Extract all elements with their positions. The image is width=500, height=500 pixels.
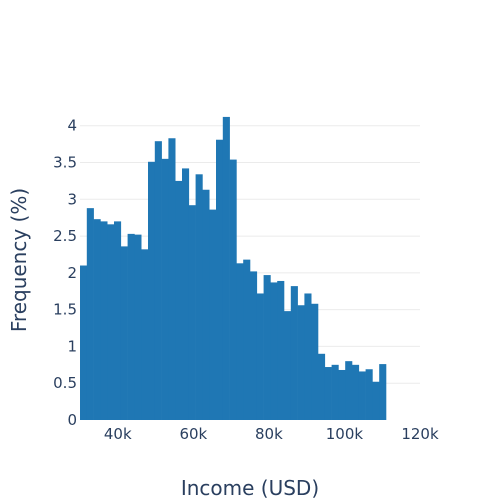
histogram-bar[interactable] (284, 311, 292, 420)
y-tick-label: 2 (67, 264, 77, 282)
histogram-bar[interactable] (379, 364, 387, 420)
histogram-bar[interactable] (209, 209, 217, 420)
x-tick-label: 100k (326, 425, 364, 443)
histogram-bar[interactable] (175, 180, 183, 420)
histogram-bar[interactable] (297, 305, 305, 420)
histogram-bar[interactable] (161, 158, 169, 420)
histogram-bar[interactable] (222, 116, 230, 420)
y-tick-label: 1.5 (53, 301, 77, 319)
histogram-bar[interactable] (311, 303, 319, 420)
x-axis-ticks: 40k 60k 80k 100k 120k (104, 425, 439, 443)
histogram-bar[interactable] (263, 275, 271, 420)
histogram-bar[interactable] (107, 224, 115, 420)
histogram-bar[interactable] (93, 219, 101, 420)
y-tick-label: 4 (67, 117, 77, 135)
histogram-bar[interactable] (148, 161, 156, 421)
histogram-bar[interactable] (352, 364, 360, 420)
histogram-bar[interactable] (80, 265, 88, 420)
histogram-bar[interactable] (134, 234, 142, 420)
histogram-bar[interactable] (114, 221, 122, 420)
histogram-bar[interactable] (365, 369, 373, 420)
histogram-bar[interactable] (372, 381, 380, 420)
histogram-bar[interactable] (331, 364, 339, 420)
histogram-bar[interactable] (195, 174, 203, 420)
histogram-bar[interactable] (168, 138, 176, 420)
x-tick-label: 40k (104, 425, 132, 443)
histogram-bar[interactable] (243, 259, 251, 420)
histogram-bar[interactable] (324, 367, 332, 420)
histogram-bar[interactable] (277, 280, 285, 420)
x-tick-label: 80k (255, 425, 283, 443)
x-tick-label: 120k (401, 425, 439, 443)
y-tick-label: 3 (67, 190, 77, 208)
histogram-bar[interactable] (120, 246, 128, 420)
histogram-bar[interactable] (290, 286, 298, 420)
x-axis-title: Income (USD) (181, 476, 319, 500)
histogram-bar[interactable] (338, 369, 346, 420)
y-tick-label: 3.5 (53, 154, 77, 172)
y-tick-label: 0 (67, 411, 77, 429)
histogram-bar[interactable] (229, 159, 237, 420)
histogram-bar[interactable] (188, 205, 196, 420)
histogram-bar[interactable] (100, 221, 108, 420)
histogram-bar[interactable] (182, 168, 190, 420)
y-tick-label: 1 (67, 337, 77, 355)
histogram-bar[interactable] (304, 293, 312, 420)
histogram-bar[interactable] (358, 371, 366, 420)
histogram-bar[interactable] (86, 208, 94, 420)
histogram-bar[interactable] (318, 353, 326, 420)
histogram-bar[interactable] (345, 361, 353, 420)
histogram-bar[interactable] (250, 271, 258, 420)
x-tick-label: 60k (179, 425, 207, 443)
histogram-bar[interactable] (236, 263, 244, 420)
y-axis-title: Frequency (%) (7, 188, 31, 332)
histogram-bar[interactable] (154, 141, 162, 420)
histogram-bar[interactable] (127, 233, 135, 420)
histogram-bar[interactable] (270, 282, 278, 420)
histogram-bar[interactable] (141, 249, 149, 420)
histogram-bars (80, 116, 387, 421)
y-axis-ticks: 0 0.5 1 1.5 2 2.5 3 3.5 4 (53, 117, 77, 429)
y-tick-label: 2.5 (53, 227, 77, 245)
histogram-bar[interactable] (256, 293, 264, 420)
histogram-bar[interactable] (202, 189, 210, 420)
histogram-bar[interactable] (216, 139, 224, 421)
y-tick-label: 0.5 (53, 374, 77, 392)
